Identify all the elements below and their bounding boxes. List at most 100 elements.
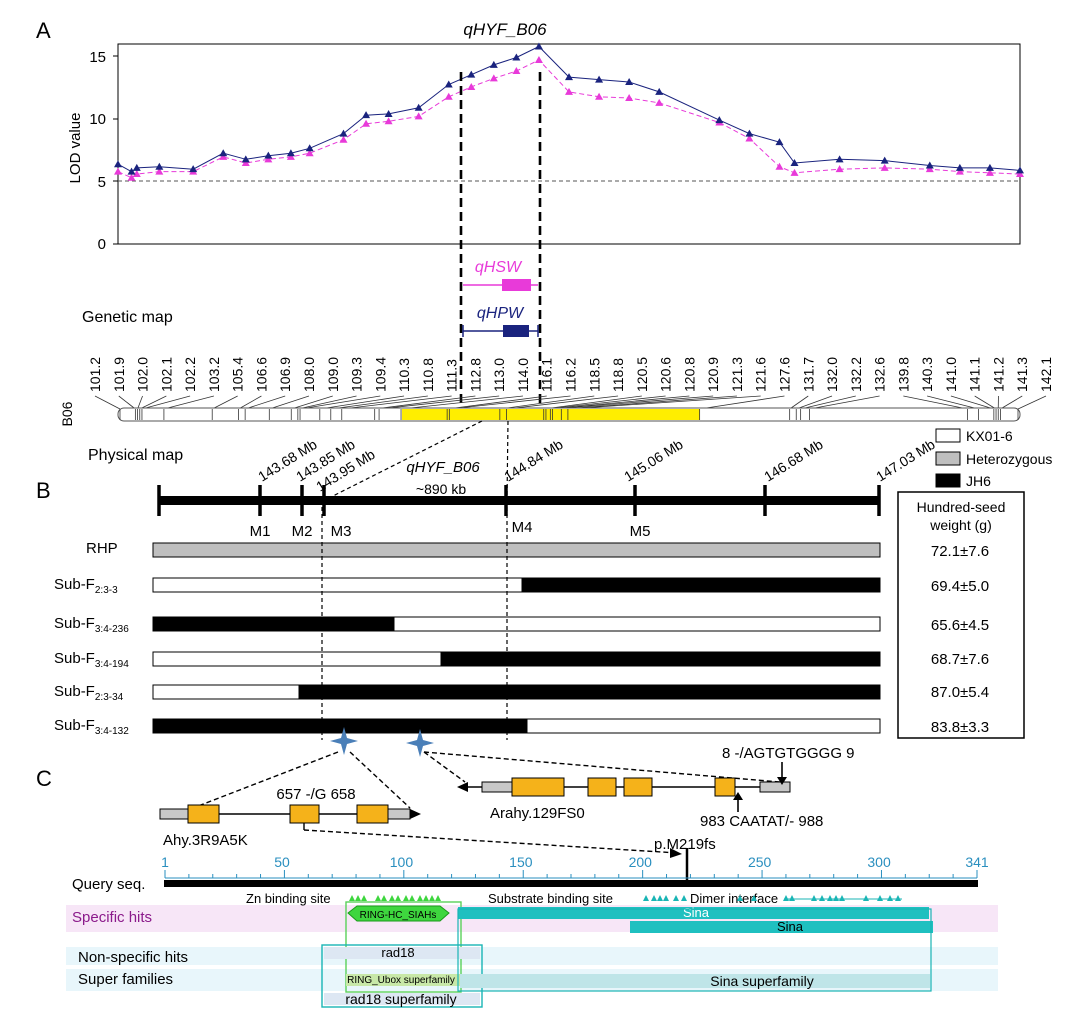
marker-connector — [374, 395, 476, 410]
ruler-tick-label: 150 — [509, 854, 533, 870]
marker-connector — [299, 395, 381, 410]
genetic-marker-label: 110.8 — [420, 358, 436, 392]
genetic-marker-label: 121.6 — [753, 357, 769, 392]
physical-pos-label: 144.84 Mb — [501, 436, 566, 485]
genetic-marker-label: 110.3 — [396, 358, 412, 392]
marker-connector — [139, 395, 167, 410]
gene-star-ahy — [330, 727, 358, 755]
lod-data-point — [114, 167, 122, 175]
marker-connector — [567, 395, 761, 410]
marker-connector — [699, 395, 785, 410]
lod-data-point — [790, 168, 799, 176]
substrate-site-marker — [737, 895, 743, 901]
chromosome-label: B06 — [59, 401, 75, 426]
marker-connector — [212, 395, 238, 410]
ruler-tick-label: 50 — [274, 854, 290, 870]
interval-name: qHYF_B06 — [406, 459, 480, 476]
gene-model-arahy — [457, 777, 791, 797]
marker-connector — [800, 395, 856, 410]
genetic-marker-label: 109.3 — [349, 357, 365, 392]
genetic-marker-label: 101.9 — [111, 357, 127, 392]
marker-label-m1: M1 — [250, 523, 271, 540]
lod-data-point — [655, 98, 664, 106]
lod-data-point — [264, 155, 273, 163]
arahy-mutation-bottom: 983 CAATAT/- 988 — [700, 813, 823, 830]
dimer-site-marker — [877, 895, 883, 901]
marker-connector — [141, 395, 191, 410]
lod-data-point — [655, 87, 664, 95]
marker-connector — [319, 395, 405, 410]
lod-data-point — [835, 155, 844, 163]
lod-data-point — [264, 151, 273, 159]
lod-data-point — [155, 167, 164, 175]
genetic-marker-label: 120.6 — [658, 357, 674, 392]
nonspecific-band — [66, 947, 998, 965]
genetic-marker-label: 103.2 — [206, 357, 222, 392]
rad18-bar — [324, 947, 480, 959]
genetic-marker-label: 116.1 — [539, 358, 555, 392]
arahy-mutation-top: 8 -/AGTGTGGGG 9 — [722, 745, 855, 762]
lod-data-point — [127, 167, 136, 175]
genetic-marker-label: 131.7 — [800, 357, 816, 392]
genetic-marker-label: 113.0 — [491, 358, 507, 392]
genetic-marker-label: 132.6 — [872, 357, 888, 392]
marker-connector — [1000, 395, 1023, 410]
site-label-zn: Zn binding site — [246, 891, 331, 906]
lod-data-point — [1016, 166, 1024, 174]
genetic-marker-label: 106.9 — [277, 357, 293, 392]
genetic-marker-label: 141.2 — [990, 357, 1006, 392]
legend-swatch-het — [935, 451, 961, 466]
marker-connector — [974, 395, 997, 410]
hsw-value: 65.6±4.5 — [931, 617, 989, 634]
site-markers — [349, 895, 901, 901]
lod-data-point — [189, 165, 198, 173]
physical-pos-label: 145.06 Mb — [621, 436, 686, 485]
marker-connector — [163, 395, 214, 410]
line-name: Sub-F3:4-132 — [54, 717, 129, 737]
query-seq-label: Query seq. — [72, 876, 145, 893]
lod-markers-qhpw — [114, 42, 1024, 175]
marker-connector — [789, 395, 809, 410]
genotype-bar-kx01 — [393, 616, 881, 632]
genetic-marker-label: 139.8 — [895, 357, 911, 392]
dimer-site-marker — [819, 895, 825, 901]
lod-curve-qhpw — [117, 45, 1021, 173]
frameshift-label: p.M219fs — [654, 836, 716, 853]
ruler-tick-label: 200 — [629, 854, 653, 870]
genotype-bar-kx01 — [526, 718, 881, 734]
rad18-label: rad18 — [381, 945, 414, 960]
genetic-marker-label: 142.1 — [1038, 357, 1054, 392]
zn-site-marker — [429, 895, 435, 901]
marker-connector — [238, 395, 262, 410]
ruler-tick-label: 250 — [748, 854, 772, 870]
dimer-site-marker — [833, 895, 839, 901]
hsw-value: 68.7±7.6 — [931, 651, 989, 668]
marker-connector — [297, 395, 357, 410]
marker-connector — [118, 395, 136, 410]
lod-data-point — [745, 134, 754, 142]
query-ruler: 1 50 100 150 200 250 300 341 — [161, 854, 989, 879]
rad18-super-bar — [324, 993, 480, 1005]
lod-data-point — [715, 116, 724, 124]
lod-data-point — [467, 82, 476, 90]
lod-data-point — [132, 163, 141, 171]
ring-super-bar — [346, 974, 461, 986]
qtl-hsw-peak — [502, 279, 531, 291]
lod-y-tick-label: 0 — [98, 236, 106, 253]
exon-box — [587, 777, 617, 797]
marker-connector — [550, 395, 690, 410]
lod-data-point — [565, 73, 573, 81]
genetic-marker-label: 118.5 — [586, 358, 602, 392]
line-name-rhp: RHP — [86, 540, 118, 557]
exon-box — [289, 804, 320, 824]
marker-connector — [950, 395, 994, 410]
genetic-marker-connectors — [94, 395, 1047, 410]
marker-connector — [561, 395, 737, 410]
hsw-value: 83.8±3.3 — [931, 719, 989, 736]
lod-data-point — [339, 129, 348, 137]
lod-data-point — [1016, 170, 1024, 178]
qtl-hsw-label: qHSW — [475, 259, 523, 276]
zn-site-marker — [389, 895, 395, 901]
lod-data-point — [534, 55, 543, 63]
lod-data-point — [444, 92, 453, 100]
